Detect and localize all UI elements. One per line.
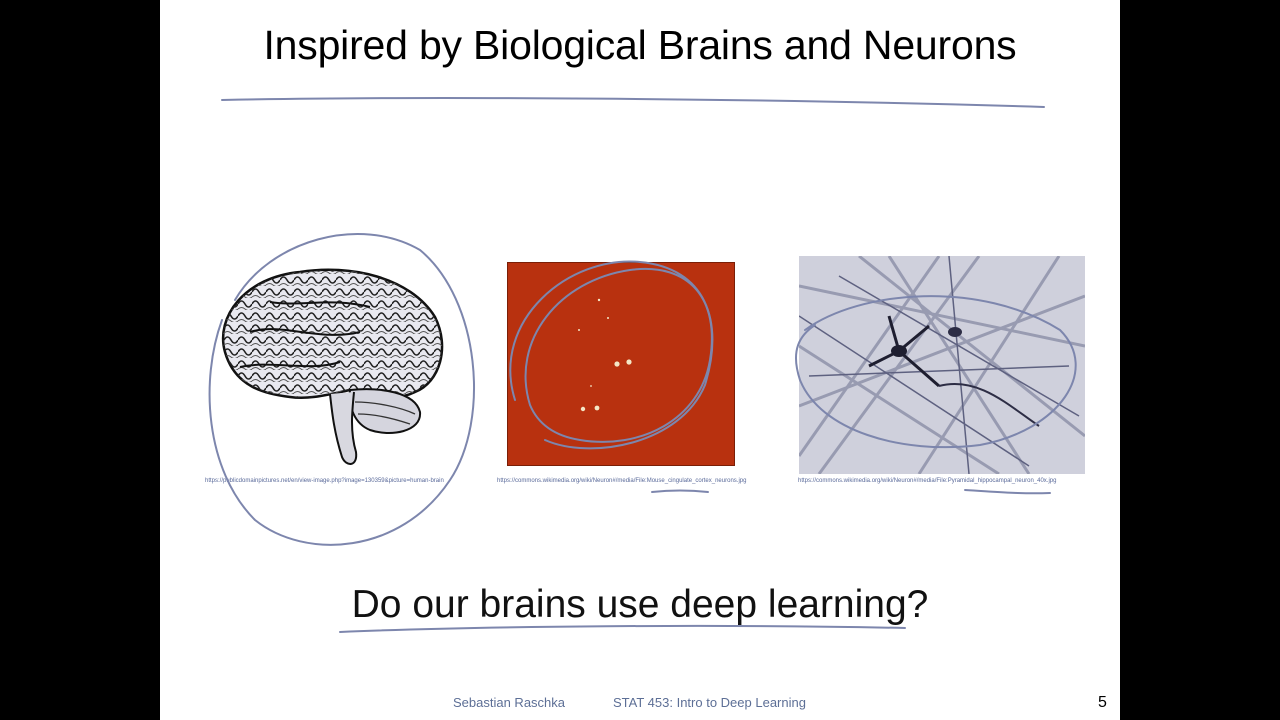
footer-author: Sebastian Raschka: [453, 695, 566, 710]
brain-illustration: [222, 268, 444, 465]
page-number: 5: [1098, 694, 1107, 711]
figure-caption-mouse-cortex: https://commons.wikimedia.org/wiki/Neuro…: [497, 478, 747, 484]
caption-underline-mouse: [651, 489, 709, 493]
question-text: Do our brains use deep learning?: [351, 583, 929, 626]
caption-underline-pyramidal: [964, 489, 1051, 495]
slide: Inspired by Biological Brains and Neuron…: [160, 0, 1120, 720]
footer-course: STAT 453: Intro to Deep Learning: [613, 695, 806, 710]
pyramidal-neuron-micrograph: [799, 256, 1085, 474]
slide-title: Inspired by Biological Brains and Neuron…: [263, 22, 1017, 68]
figure-caption-brain: https://publicdomainpictures.net/en/view…: [205, 478, 444, 484]
mouse-cortex-neurons-micrograph: [507, 262, 735, 466]
title-underline: [221, 97, 1045, 108]
figure-caption-pyramidal-neuron: https://commons.wikimedia.org/wiki/Neuro…: [798, 478, 1057, 484]
